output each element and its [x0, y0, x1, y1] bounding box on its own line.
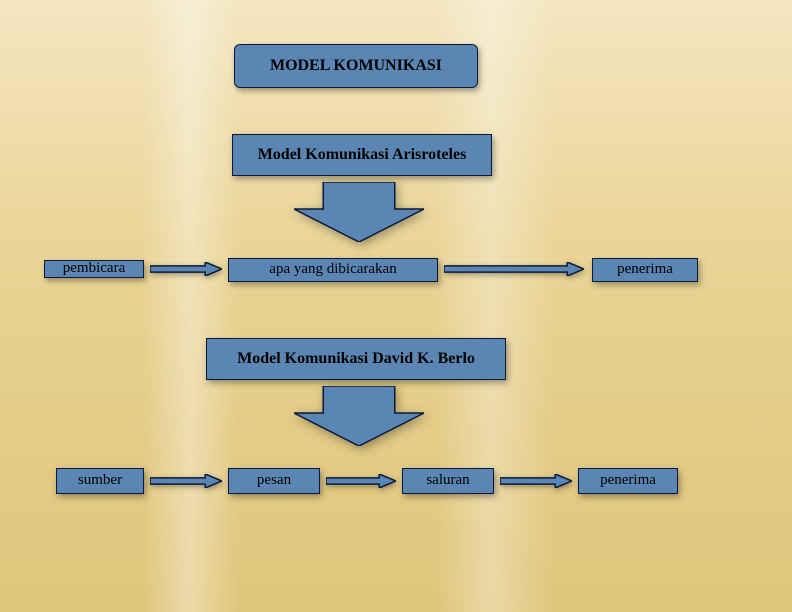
node-sumber: sumber: [56, 468, 144, 494]
arrow-down-icon: [294, 182, 424, 242]
node-penerima-b: penerima: [578, 468, 678, 494]
model-a-label: Model Komunikasi Arisroteles: [258, 146, 467, 164]
arrow-right-icon: [326, 474, 396, 488]
model-berlo-box: Model Komunikasi David K. Berlo: [206, 338, 506, 380]
a3-label: penerima: [617, 261, 673, 278]
model-b-label: Model Komunikasi David K. Berlo: [237, 350, 475, 368]
a1-label: pembicara: [63, 260, 125, 277]
b1-label: sumber: [78, 472, 122, 489]
model-aristoteles-box: Model Komunikasi Arisroteles: [232, 134, 492, 176]
node-penerima-a: penerima: [592, 258, 698, 282]
node-saluran: saluran: [402, 468, 494, 494]
node-pembicara: pembicara: [44, 260, 144, 278]
node-pesan: pesan: [228, 468, 320, 494]
b3-label: saluran: [426, 472, 469, 489]
arrow-down-icon: [294, 386, 424, 446]
b4-label: penerima: [600, 472, 656, 489]
b2-label: pesan: [257, 472, 291, 489]
node-apa-dibicarakan: apa yang dibicarakan: [228, 258, 438, 282]
slide-background: [0, 0, 792, 612]
arrow-right-icon: [500, 474, 572, 488]
arrow-right-icon: [444, 262, 584, 276]
title-label: MODEL KOMUNIKASI: [270, 57, 442, 75]
arrow-right-icon: [150, 474, 222, 488]
title-box: MODEL KOMUNIKASI: [234, 44, 478, 88]
arrow-right-icon: [150, 262, 222, 276]
a2-label: apa yang dibicarakan: [269, 261, 396, 278]
